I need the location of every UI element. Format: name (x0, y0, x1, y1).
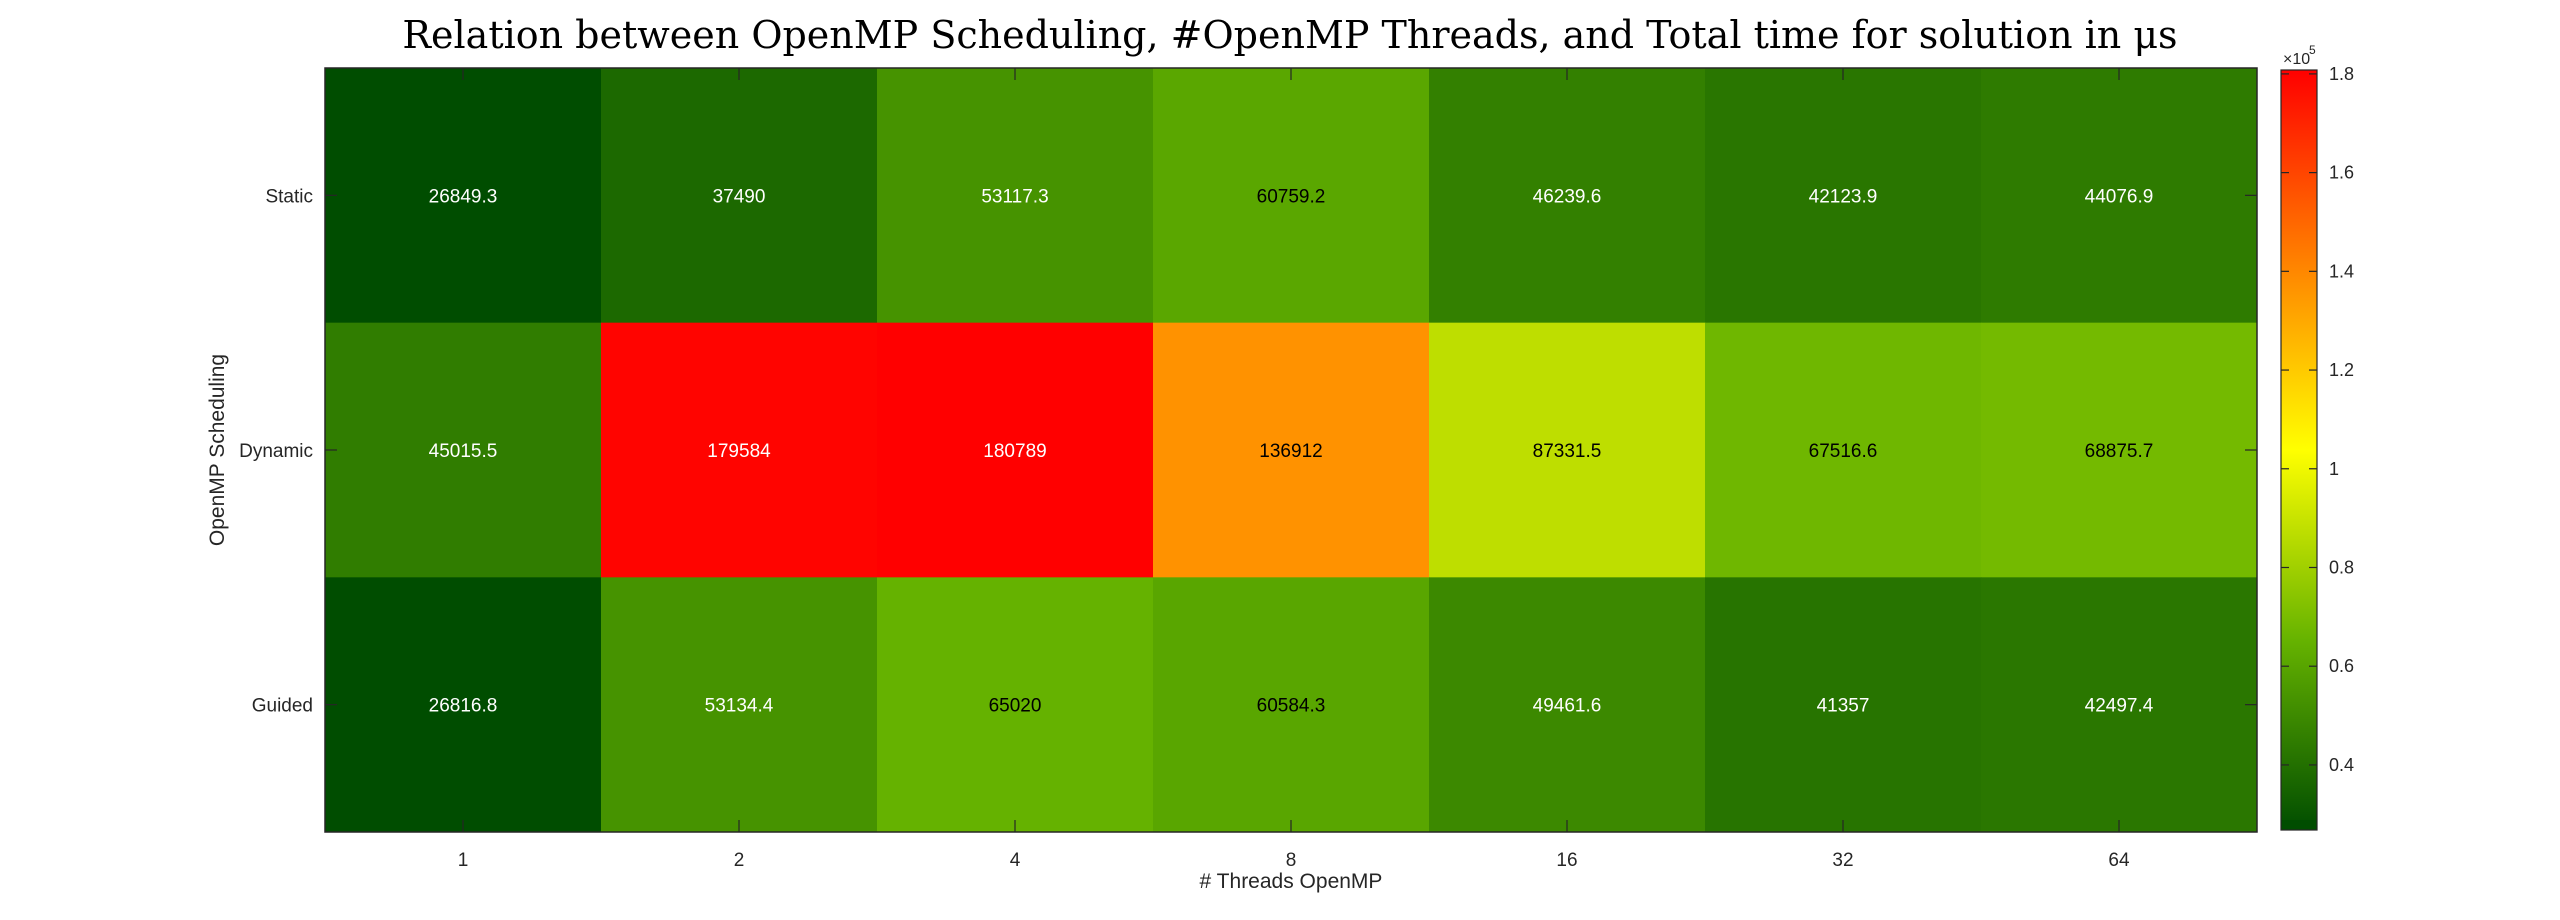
heatmap-cell (1429, 322, 1706, 578)
heatmap-cell (325, 322, 602, 578)
heatmap-cell (1981, 68, 2258, 324)
colorbar-tick-label: 1.6 (2329, 163, 2354, 183)
heatmap-cell (601, 577, 878, 833)
heatmap-cell (1153, 577, 1430, 833)
x-tick-label: 16 (1556, 850, 1577, 871)
colorbar-frame (2280, 69, 2318, 831)
cell-value-label: 68875.7 (2085, 441, 2154, 462)
heatmap-cell (877, 68, 1154, 324)
y-tick-label: Dynamic (239, 441, 313, 462)
heatmap-cell (325, 68, 602, 324)
heatmap-cells (325, 68, 2258, 833)
colorbar-tick-label: 0.6 (2329, 656, 2354, 676)
x-tick-label: 2 (734, 850, 745, 871)
colorbar-tick-label: 1.2 (2329, 360, 2354, 380)
cell-value-label: 53117.3 (981, 186, 1048, 207)
x-axis-ticks: 1 2 4 8 16 32 64 (458, 68, 2130, 871)
heatmap-cell (1153, 322, 1430, 578)
cell-value-labels: 26849.3 37490 53117.3 60759.2 46239.6 42123.9… (429, 186, 2154, 716)
cell-value-label: 45015.5 (429, 441, 498, 462)
cell-value-label: 65020 (989, 696, 1042, 717)
cell-value-label: 136912 (1259, 441, 1322, 462)
colorbar-tick-label: 0.4 (2329, 755, 2354, 775)
cell-value-label: 42123.9 (1809, 186, 1878, 207)
cell-value-label: 26849.3 (429, 186, 498, 207)
y-axis-label: OpenMP Scheduling (206, 354, 229, 546)
heatmap-cell (601, 322, 878, 578)
heatmap-cell (1705, 68, 1982, 324)
x-tick-label: 32 (1832, 850, 1853, 871)
cell-value-label: 44076.9 (2085, 186, 2154, 207)
x-tick-label: 4 (1010, 850, 1021, 871)
x-tick-label: 64 (2108, 850, 2130, 871)
colorbar-exponent-power: 5 (2309, 43, 2316, 57)
cell-value-label: 60759.2 (1257, 186, 1326, 207)
cell-value-label: 46239.6 (1533, 186, 1602, 207)
chart-title: Relation between OpenMP Scheduling, #Ope… (402, 13, 2177, 57)
heatmap-cell (1981, 322, 2258, 578)
heatmap-cell (877, 577, 1154, 833)
heatmap-cell (1705, 577, 1982, 833)
heatmap-cell (1705, 322, 1982, 578)
cell-value-label: 41357 (1817, 696, 1870, 717)
colorbar-exponent: ×10 (2283, 51, 2310, 68)
colorbar-tick-label: 1.4 (2329, 261, 2354, 281)
cell-value-label: 179584 (707, 441, 771, 462)
colorbar-tick-label: 1 (2329, 459, 2339, 479)
cell-value-label: 26816.8 (429, 696, 498, 717)
cell-value-label: 42497.4 (2085, 696, 2154, 717)
cell-value-label: 60584.3 (1257, 696, 1326, 717)
heatmap-cell (325, 577, 602, 833)
cell-value-label: 67516.6 (1809, 441, 1878, 462)
colorbar-fill (2281, 70, 2317, 830)
cell-value-label: 37490 (713, 186, 766, 207)
heatmap-cell (877, 322, 1154, 578)
y-tick-label: Guided (252, 696, 313, 717)
heatmap-cell (1981, 577, 2258, 833)
heatmap-cell (1429, 68, 1706, 324)
colorbar-tick-label: 1.8 (2329, 64, 2354, 84)
cell-value-label: 87331.5 (1533, 441, 1602, 462)
colorbar-min-band (2281, 820, 2317, 830)
colorbar: 0.4 0.6 0.8 1 1.2 1.4 1.6 1.8 ×105 (2280, 43, 2354, 831)
cell-value-label: 53134.4 (705, 696, 774, 717)
x-tick-label: 8 (1286, 850, 1297, 871)
colorbar-tick-label: 0.8 (2329, 557, 2354, 577)
cell-value-label: 180789 (983, 441, 1046, 462)
heatmap-cell (1429, 577, 1706, 833)
y-tick-label: Static (265, 186, 313, 207)
cell-value-label: 49461.6 (1533, 696, 1602, 717)
x-tick-label: 1 (458, 850, 469, 871)
heatmap-cell (601, 68, 878, 324)
x-axis-label: # Threads OpenMP (1200, 870, 1383, 893)
y-axis-ticks: Static Dynamic Guided (239, 186, 2257, 717)
heatmap-cell (1153, 68, 1430, 324)
